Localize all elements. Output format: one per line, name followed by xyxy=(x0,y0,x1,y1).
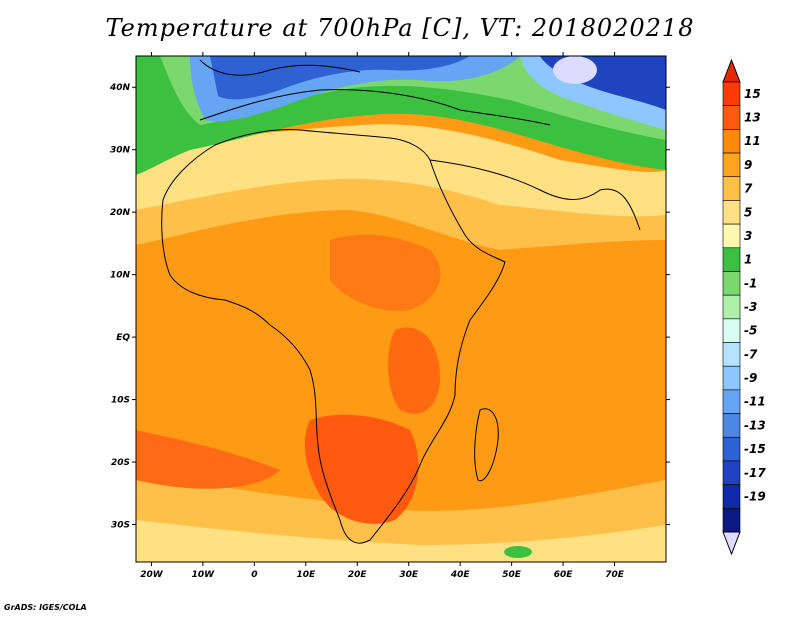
lat-label: EQ xyxy=(116,333,130,343)
colorbar-label: -15 xyxy=(744,442,766,456)
colorbar-label: -5 xyxy=(744,324,757,338)
colorbar-low-arrow xyxy=(722,531,741,556)
lat-label: 30N xyxy=(110,146,131,156)
colorbar-label: 15 xyxy=(744,87,761,101)
mediterranean-coast xyxy=(199,89,551,126)
lon-label: 40E xyxy=(450,570,471,580)
lat-label: 30S xyxy=(111,521,130,531)
lon-label: 50E xyxy=(502,570,522,580)
colorbar-swatch xyxy=(722,247,741,272)
colorbar-label: 9 xyxy=(744,158,752,172)
colorbar-label: 3 xyxy=(744,229,752,243)
colorbar-label: -3 xyxy=(744,300,757,314)
colorbar-swatch xyxy=(722,129,741,154)
coastlines xyxy=(161,59,641,544)
east-africa-warm xyxy=(388,327,440,414)
colorbar-label: 7 xyxy=(744,182,753,196)
south-atlantic-warm xyxy=(136,430,280,489)
axes: 40N 30N 20N 10N EQ 10S 20S 30S 20W 10W 0 10E 20E 30E 4… xyxy=(109,52,670,580)
colorbar-swatch xyxy=(722,152,741,178)
lon-label: 60E xyxy=(554,570,574,580)
plot-frame xyxy=(135,55,667,563)
colorbar-label: -13 xyxy=(744,418,766,432)
colorbar-swatch xyxy=(722,176,741,201)
colorbar-swatch xyxy=(722,436,741,462)
lon-label: 70E xyxy=(605,570,625,580)
southern-africa-warm xyxy=(304,414,419,524)
europe-coast xyxy=(199,59,361,76)
africa-outline xyxy=(161,129,506,544)
colorbar-swatch xyxy=(722,81,741,106)
south-green-patch xyxy=(504,546,532,558)
southern-edge-band xyxy=(136,520,666,562)
colorbar-swatch xyxy=(722,294,741,320)
lat-label: 20N xyxy=(110,208,131,218)
sahel-warm xyxy=(330,234,441,311)
europe-cold xyxy=(210,56,470,100)
lon-label: 10E xyxy=(296,570,316,580)
colorbar-swatch xyxy=(722,200,741,225)
colorbar: 15 13 11 9 7 5 3 1 -1 -3 -5 -7 -9 -11 -13 -15 -17 -19 xyxy=(722,58,766,556)
map-title: Temperature at 700hPa [C], VT: 201802021… xyxy=(105,14,695,42)
colorbar-label: -1 xyxy=(744,276,757,290)
colorbar-label: -17 xyxy=(744,466,766,480)
colorbar-label: -19 xyxy=(744,489,766,503)
colorbar-swatch xyxy=(722,105,741,130)
lat-label: 40N xyxy=(109,83,131,93)
colorbar-swatch xyxy=(722,342,741,367)
colorbar-high-arrow xyxy=(722,58,741,83)
madagascar-outline xyxy=(474,408,499,482)
lon-label: 30E xyxy=(399,570,419,580)
lon-label: 0 xyxy=(251,570,257,580)
lat-label: 20S xyxy=(111,458,130,468)
colorbar-swatch xyxy=(722,389,741,414)
lat-label: 10S xyxy=(111,396,130,406)
colorbar-swatch xyxy=(722,223,741,249)
colorbar-label: 1 xyxy=(744,253,752,267)
colorbar-label: 5 xyxy=(744,205,752,219)
colorbar-label: 11 xyxy=(744,134,761,148)
lon-label: 10W xyxy=(192,570,216,580)
lat-label: 10N xyxy=(110,271,131,281)
colorbar-swatch xyxy=(722,508,741,533)
colorbar-label: -11 xyxy=(744,395,766,409)
colorbar-swatch xyxy=(722,413,741,438)
cold-core xyxy=(553,56,597,84)
arabia-coast xyxy=(429,159,641,231)
colorbar-swatch xyxy=(722,365,741,391)
lon-label: 20E xyxy=(348,570,368,580)
colorbar-swatch xyxy=(722,460,741,485)
colorbar-swatch xyxy=(722,271,741,296)
colorbar-swatch xyxy=(722,318,741,343)
colorbar-label: -9 xyxy=(744,371,757,385)
colorbar-label: -7 xyxy=(744,347,758,361)
north-africa xyxy=(136,124,666,217)
colorbar-label: 13 xyxy=(744,111,761,125)
footer-credit: GrADS: IGES/COLA xyxy=(4,603,87,612)
colorbar-swatch xyxy=(722,484,741,509)
temperature-field xyxy=(136,56,666,562)
lon-label: 20W xyxy=(140,570,164,580)
